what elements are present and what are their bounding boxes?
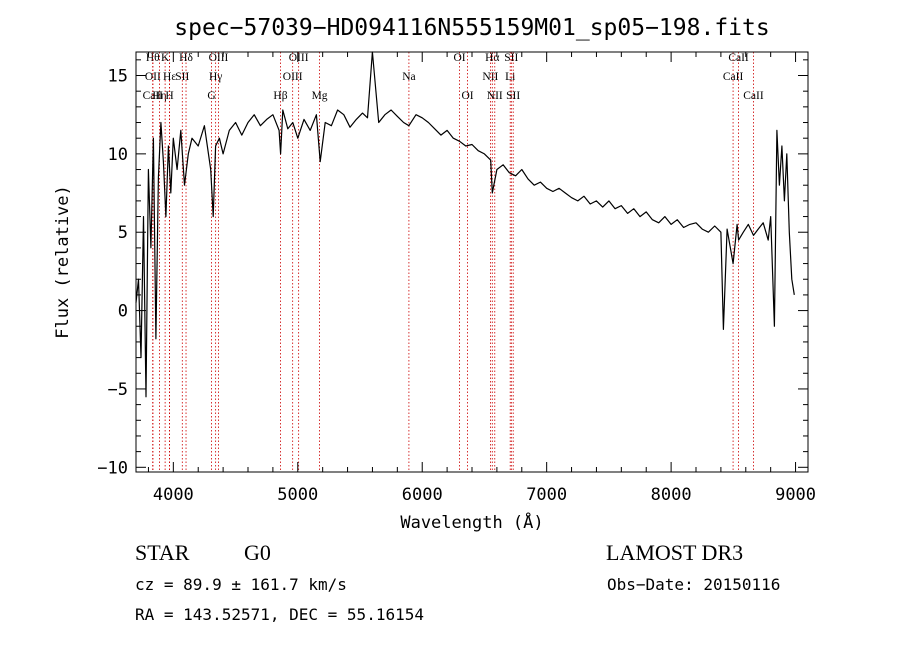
line-label: SII xyxy=(175,71,189,83)
line-label: CaII xyxy=(743,90,764,102)
line-label: SII xyxy=(504,52,518,64)
line-label: Hη xyxy=(152,90,166,102)
line-label: Mg xyxy=(312,90,328,102)
redshift-text: cz = 89.9 ± 161.7 km/s xyxy=(135,575,347,594)
line-label: OIII xyxy=(209,52,229,64)
object-type: STAR xyxy=(135,540,190,565)
y-axis-label: Flux (relative) xyxy=(53,185,73,339)
line-label: Hδ xyxy=(179,52,193,64)
x-tick-label: 6000 xyxy=(402,485,443,505)
line-label: OIII xyxy=(289,52,309,64)
y-tick-label: 0 xyxy=(118,302,128,322)
line-label: OIII xyxy=(283,71,303,83)
plot-frame xyxy=(135,51,809,473)
spectrum-line xyxy=(135,51,795,398)
coordinates-text: RA = 143.52571, DEC = 55.16154 xyxy=(135,605,424,624)
line-label: CaII xyxy=(143,90,164,102)
line-label: OI xyxy=(461,90,473,102)
x-tick-label: 9000 xyxy=(775,485,816,505)
obs-date-text: Obs−Date: 20150116 xyxy=(607,575,781,594)
line-label: CaII xyxy=(723,71,744,83)
y-tick-label: 5 xyxy=(118,223,128,243)
line-label: Na xyxy=(402,71,415,83)
y-tick-label: 10 xyxy=(108,145,128,165)
x-tick-label: 5000 xyxy=(277,485,318,505)
line-label: Hα xyxy=(485,52,499,64)
line-label: Li xyxy=(505,71,515,83)
line-label: Hθ xyxy=(146,52,160,64)
y-tick-label: −10 xyxy=(97,458,128,478)
line-label: Hε xyxy=(163,71,176,83)
x-tick-label: 7000 xyxy=(526,485,567,505)
x-tick-label: 4000 xyxy=(153,485,194,505)
spectral-subclass: G0 xyxy=(244,540,271,565)
line-label: CaII xyxy=(728,52,749,64)
x-axis-label: Wavelength (Å) xyxy=(400,511,543,533)
line-label: K xyxy=(161,52,170,64)
line-label: G xyxy=(207,90,215,102)
survey-label: LAMOST DR3 xyxy=(606,540,744,565)
chart-title: spec−57039−HD094116N555159M01_sp05−198.f… xyxy=(174,15,769,41)
y-tick-label: −5 xyxy=(108,380,128,400)
line-label: NII xyxy=(487,90,503,102)
line-label: H xyxy=(165,90,173,102)
line-label: NII xyxy=(482,71,498,83)
line-label: Hγ xyxy=(209,71,222,83)
x-tick-label: 8000 xyxy=(651,485,692,505)
line-label: SII xyxy=(506,90,520,102)
y-tick-label: 15 xyxy=(108,67,128,87)
line-label: Hβ xyxy=(273,90,287,102)
line-label: OI xyxy=(453,52,465,64)
